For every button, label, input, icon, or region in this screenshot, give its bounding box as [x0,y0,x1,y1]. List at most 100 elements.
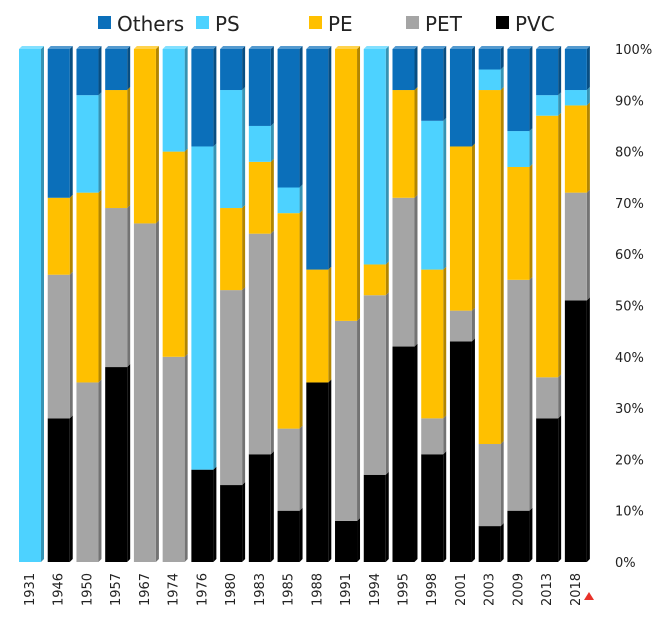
x-category-label: 1994 [368,573,383,606]
x-category-label: 1998 [425,573,440,606]
bar-top-1957 [105,46,131,49]
bar-segment-ps-1931 [19,46,44,562]
bar-segment-ps-1985 [277,184,303,214]
bar-segment-ps-1950 [76,92,102,193]
bar-segment-ps-1976 [191,143,217,470]
bar-top-1988 [306,46,332,49]
bar-segment-pe-2018 [564,102,590,193]
y-tick-label: 80% [615,146,644,161]
bar-segment-pe-2013 [536,112,562,378]
x-category-label: 2003 [483,573,498,606]
bar-segment-others-1998 [421,46,447,121]
bar-top-1995 [392,46,418,49]
bar-segment-others-1950 [76,46,102,96]
bar-top-1931 [19,46,44,49]
bar-top-2018 [564,46,590,49]
y-tick-label: 30% [615,402,644,417]
bar-segment-pvc-2013 [536,415,562,562]
bar-top-1980 [220,46,246,49]
bar-segment-pet-1998 [421,415,447,455]
red-marker-icon [584,592,594,600]
bar-top-1974 [162,46,188,49]
bar-segment-pe-1991 [335,46,361,321]
bar-segment-pe-1957 [105,87,131,209]
bar-top-2013 [536,46,562,49]
bar-segment-pe-1950 [76,189,102,383]
bar-top-1983 [248,46,274,49]
legend-swatch-pet [406,16,419,29]
bar-segment-pe-1998 [421,266,447,419]
bar-segment-others-2013 [536,46,562,96]
x-category-label: 2018 [569,573,584,606]
y-tick-label: 60% [615,248,644,263]
legend-swatch-ps [196,16,209,29]
bar-segment-pvc-2009 [507,507,533,562]
bar-segment-pvc-1994 [363,471,389,562]
bar-segment-others-1983 [248,46,274,126]
bar-segment-pe-1988 [306,266,332,383]
bar-segment-others-1995 [392,46,418,91]
bar-segment-pet-1994 [363,292,389,475]
bar-segment-pvc-1991 [335,517,361,562]
bar-segment-pvc-1988 [306,379,332,562]
legend-label-others: Others [117,12,184,36]
x-category-label: 1983 [253,573,268,606]
bar-segment-pvc-1998 [421,451,447,562]
bar-segment-pet-2003 [478,441,504,527]
bar-segment-ps-2009 [507,128,533,167]
bar-segment-pvc-2003 [478,523,504,562]
legend-label-pe: PE [328,12,353,36]
bar-top-1950 [76,46,102,49]
bar-top-1994 [363,46,389,49]
x-category-label: 1950 [80,573,95,606]
legend-label-ps: PS [215,12,240,36]
x-category-label: 1995 [396,573,411,606]
x-category-label: 2009 [511,573,526,606]
legend-swatch-pvc [496,16,509,29]
x-category-label: 1974 [167,573,182,606]
legend-label-pvc: PVC [515,12,555,36]
bar-segment-pvc-1976 [191,466,217,562]
bar-segment-pet-2018 [564,189,590,301]
x-category-label: 1967 [138,573,153,606]
y-tick-label: 10% [615,505,644,520]
bar-segment-pe-1985 [277,210,303,429]
bar-segment-pvc-1995 [392,343,418,562]
bar-segment-pet-1995 [392,194,418,347]
bar-segment-ps-1994 [363,46,389,265]
bar-series-area [19,46,590,563]
bar-top-2003 [478,46,504,49]
bar-segment-pe-2001 [449,143,475,311]
x-category-label: 1931 [23,573,38,606]
bar-segment-pe-1980 [220,205,246,291]
y-tick-label: 20% [615,453,644,468]
legend-swatch-pe [309,16,322,29]
bar-segment-pet-2013 [536,374,562,419]
x-category-label: 2013 [540,573,555,606]
bar-segment-pe-2003 [478,87,504,445]
legend-label-pet: PET [425,12,463,36]
bar-segment-others-2018 [564,46,590,91]
bar-segment-pe-1967 [133,46,159,224]
bar-segment-ps-2013 [536,92,562,116]
chart-legend: Others PS PE PET PVC [98,12,555,36]
bar-segment-others-2001 [449,46,475,147]
y-tick-label: 90% [615,94,644,109]
bar-top-1998 [421,46,447,49]
bar-segment-pet-2009 [507,276,533,511]
bar-segment-others-1980 [220,46,246,91]
bar-top-1985 [277,46,303,49]
bar-segment-pet-2001 [449,307,475,342]
bar-segment-pe-1946 [47,194,73,275]
bar-top-2009 [507,46,533,49]
y-axis-ticks: 0% 10% 20% 30% 40% 50% 60% 70% 80% 90% 100% [615,43,652,571]
bar-top-1946 [47,46,73,49]
bar-segment-pvc-1985 [277,507,303,562]
bar-segment-pet-1974 [162,353,188,562]
bar-top-2001 [449,46,475,49]
bar-segment-others-1988 [306,46,332,270]
bar-segment-pvc-1980 [220,482,246,562]
bar-segment-others-2003 [478,46,504,70]
bar-segment-pvc-2001 [449,338,475,562]
bar-segment-ps-1983 [248,122,274,162]
